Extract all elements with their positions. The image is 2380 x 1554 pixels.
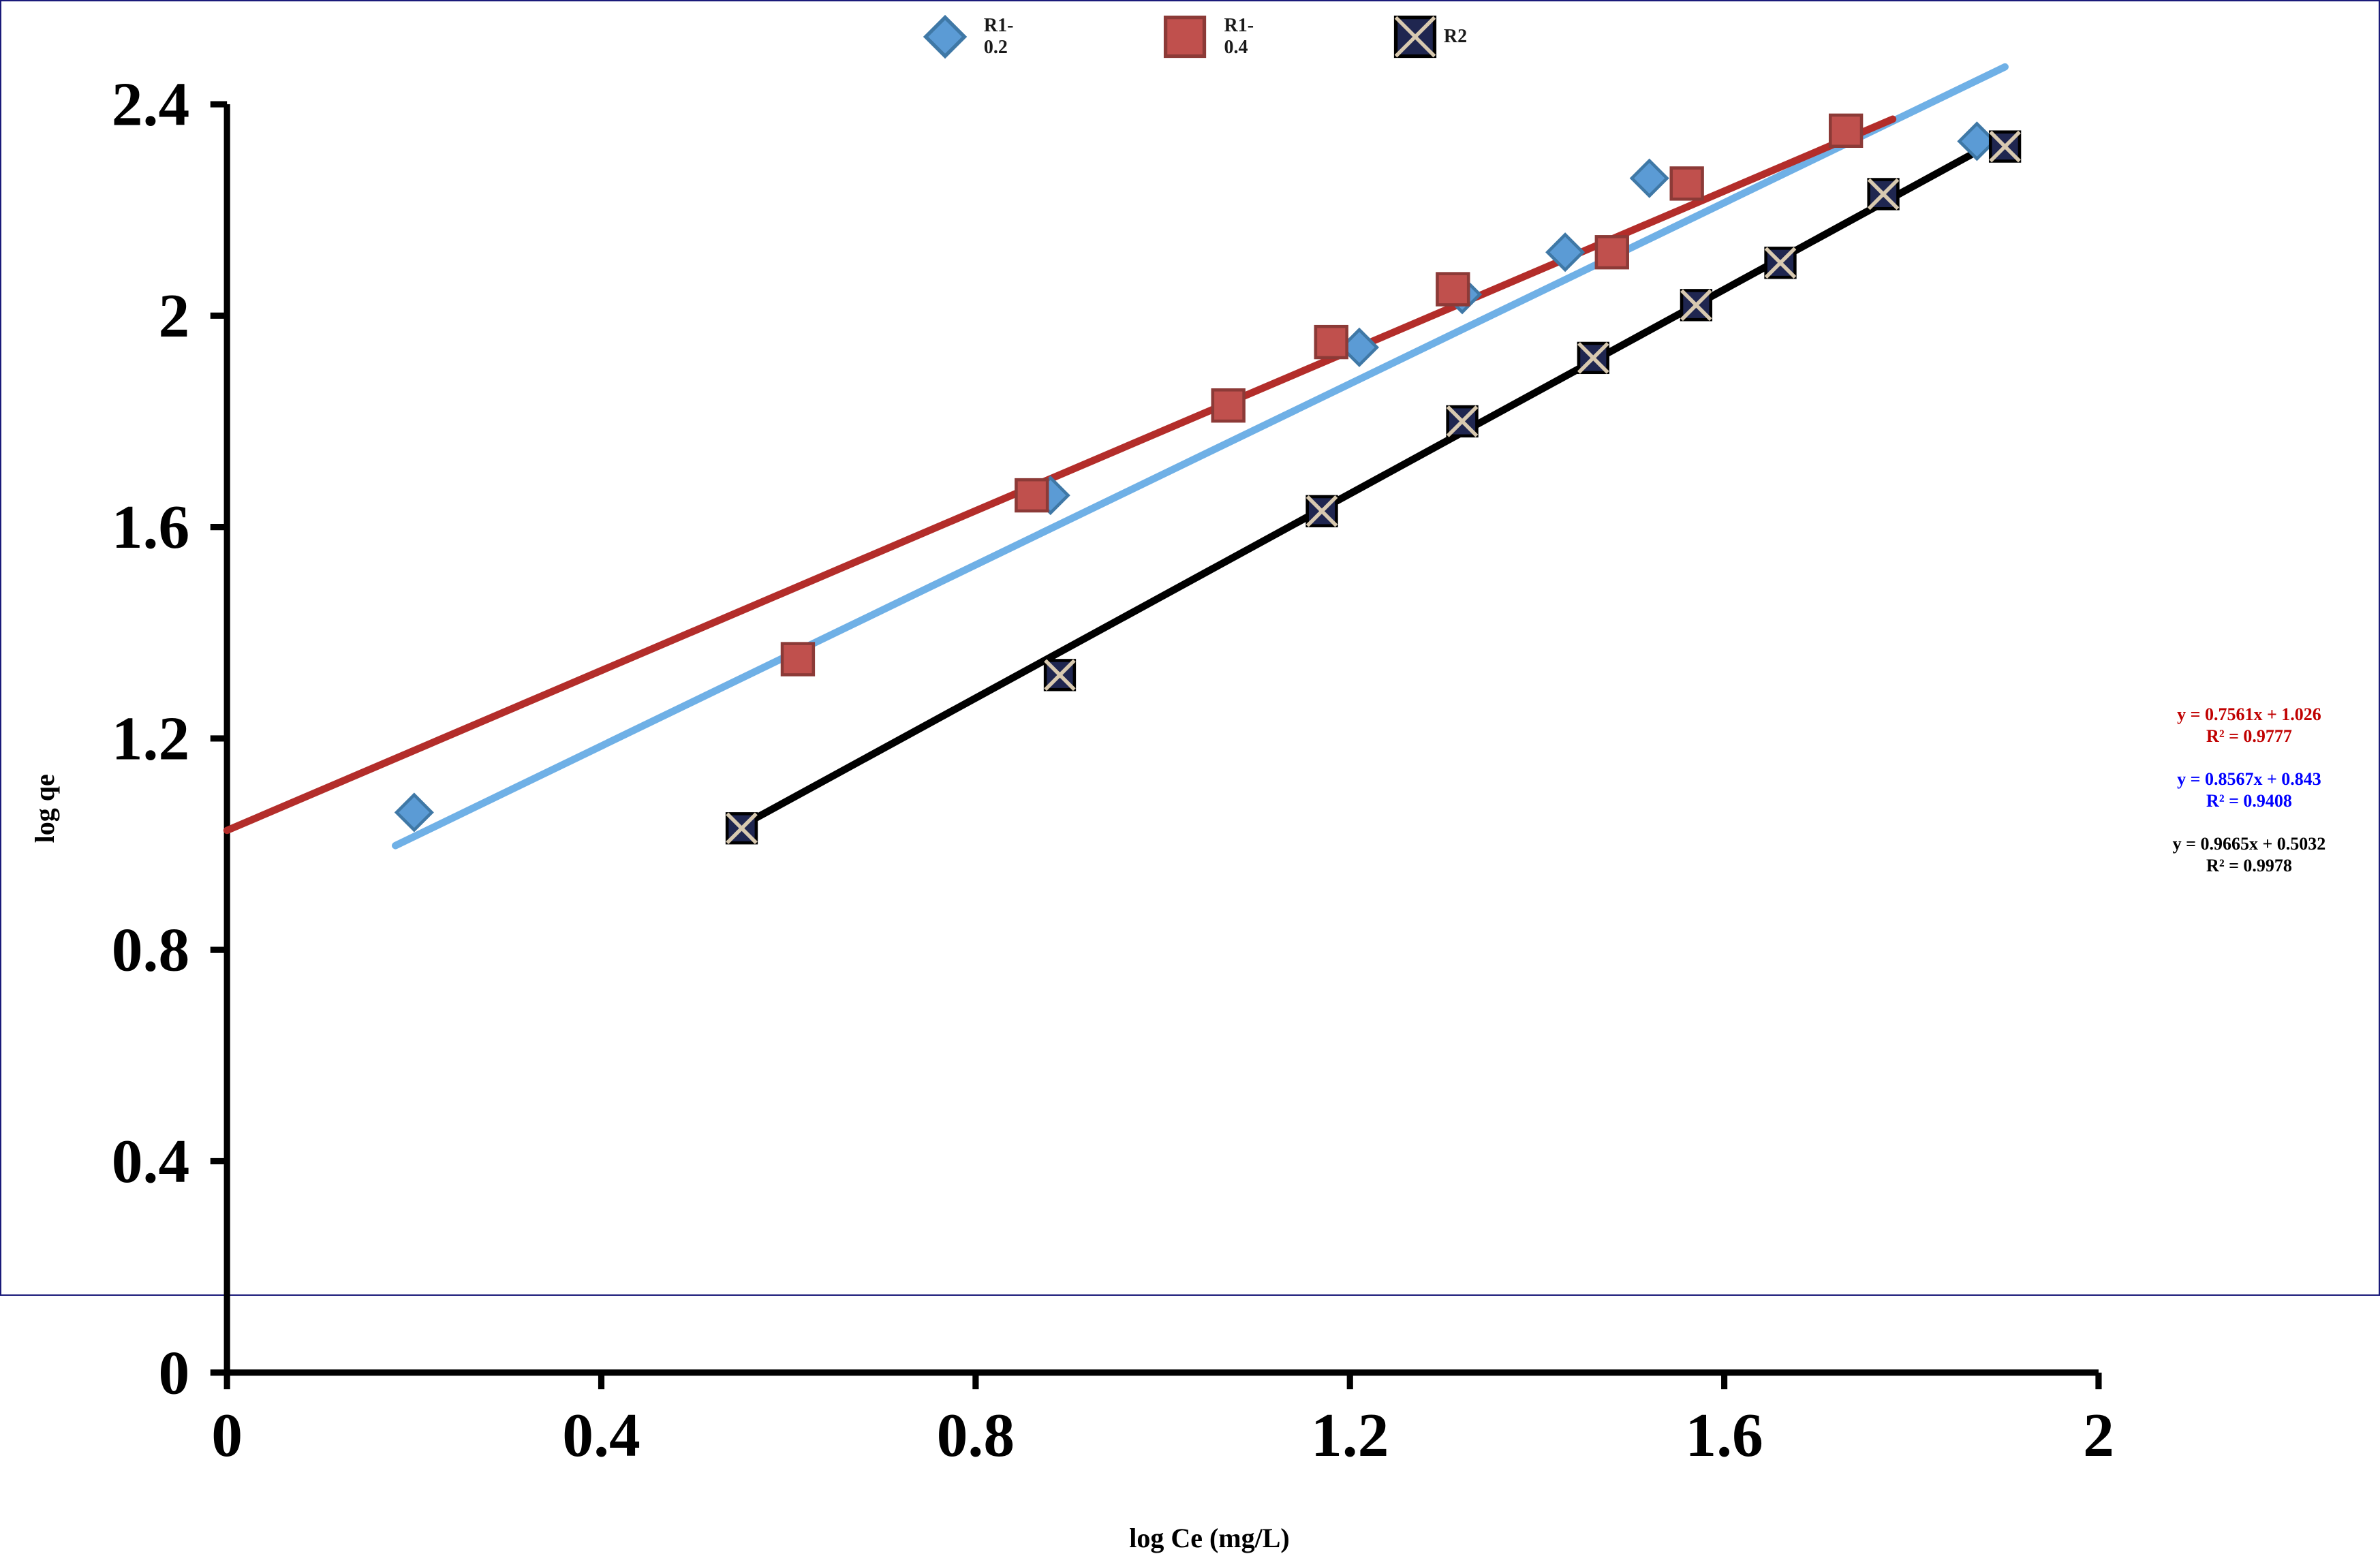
legend-item-r1-02: R1-0.2 xyxy=(913,15,1017,59)
legend-label: R2 xyxy=(1444,26,1467,48)
y-axis-label: log qe xyxy=(22,63,61,1554)
plot-wrap: 0 0.4 0.8 1.2 1.6 2 0 0.4 0.8 1.2 1.6 2 2.4 y = 0.75… xyxy=(61,63,2358,1554)
square-icon xyxy=(1153,15,1217,59)
annotation-r2: R² = 0.9408 xyxy=(2140,790,2358,813)
legend-label: R1-0.2 xyxy=(984,15,1017,59)
chart-frame: R1-0.2 R1-0.4 R2 log qe 00.40.81.21.6200… xyxy=(0,0,2380,1296)
annotation-r2: R² = 0.9978 xyxy=(2140,855,2358,877)
svg-text:1.6: 1.6 xyxy=(1685,1400,1763,1470)
svg-text:0.4: 0.4 xyxy=(562,1400,640,1470)
svg-text:0: 0 xyxy=(158,1337,189,1407)
svg-text:0.4: 0.4 xyxy=(112,1126,189,1196)
legend: R1-0.2 R1-0.4 R2 xyxy=(22,15,2358,59)
legend-item-r1-04: R1-0.4 xyxy=(1153,15,1257,59)
equation-annotations: y = 0.7561x + 1.026 R² = 0.9777 y = 0.85… xyxy=(2140,63,2358,1518)
plot: 0 0.4 0.8 1.2 1.6 2 0 0.4 0.8 1.2 1.6 2 2.4 xyxy=(61,63,2140,1518)
svg-text:2: 2 xyxy=(2083,1400,2114,1470)
annotation-r2: R² = 0.9777 xyxy=(2140,726,2358,748)
legend-item-r2: R2 xyxy=(1393,15,1467,59)
annotation-eq: y = 0.8567x + 0.843 xyxy=(2140,768,2358,791)
annotation-eq: y = 0.9665x + 0.5032 xyxy=(2140,833,2358,856)
legend-label: R1-0.4 xyxy=(1224,15,1256,59)
svg-text:1.2: 1.2 xyxy=(1311,1400,1389,1470)
svg-text:0: 0 xyxy=(211,1400,243,1470)
plot-svg: 0 0.4 0.8 1.2 1.6 2 0 0.4 0.8 1.2 1.6 2 2.4 xyxy=(61,63,2140,1518)
annotation-blue: y = 0.8567x + 0.843 R² = 0.9408 xyxy=(2140,768,2358,813)
square-x-icon xyxy=(1393,15,1437,59)
chart-area: log qe 0 0.4 0.8 1.2 1.6 2 0 0.4 0.8 1.2 1.6 2 2.4 y… xyxy=(22,63,2358,1554)
diamond-icon xyxy=(913,15,977,59)
svg-text:2.4: 2.4 xyxy=(112,69,189,139)
svg-text:0.8: 0.8 xyxy=(937,1400,1015,1470)
svg-text:1.2: 1.2 xyxy=(112,703,189,773)
annotation-black: y = 0.9665x + 0.5032 R² = 0.9978 xyxy=(2140,833,2358,877)
svg-text:0.8: 0.8 xyxy=(112,915,189,984)
svg-text:1.6: 1.6 xyxy=(112,492,189,561)
x-axis-label: log Ce (mg/L) xyxy=(61,1518,2358,1554)
plot-row: 0 0.4 0.8 1.2 1.6 2 0 0.4 0.8 1.2 1.6 2 2.4 y = 0.75… xyxy=(61,63,2358,1518)
annotation-red: y = 0.7561x + 1.026 R² = 0.9777 xyxy=(2140,704,2358,748)
annotation-eq: y = 0.7561x + 1.026 xyxy=(2140,704,2358,726)
svg-text:2: 2 xyxy=(158,281,189,350)
